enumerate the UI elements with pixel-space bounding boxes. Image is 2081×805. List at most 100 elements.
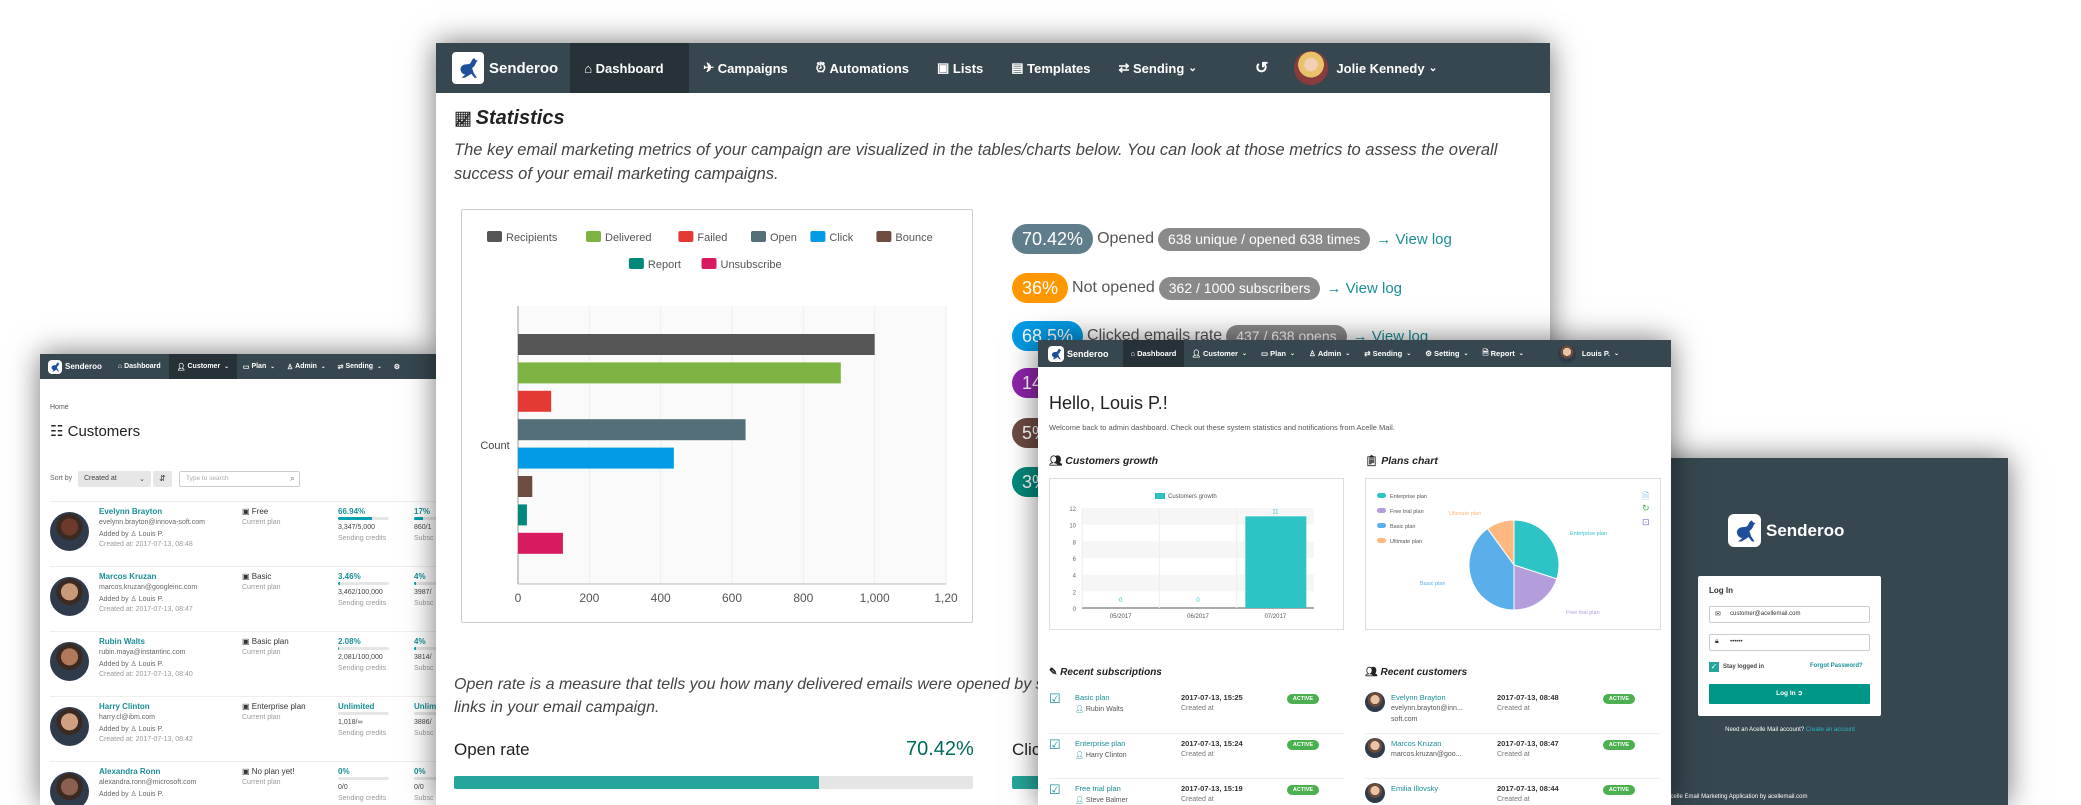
legend-label[interactable]: Ultimate plan (1390, 539, 1422, 545)
open-rate-value: 70.42% (906, 738, 974, 760)
nav-lists[interactable]: ▣ Lists (923, 43, 997, 93)
bar-recipients[interactable] (518, 334, 875, 355)
customer-name-link[interactable]: Rubin Walts (99, 637, 145, 646)
x-tick-label: 1,20 (934, 591, 958, 605)
legend-label[interactable]: Open (770, 232, 797, 244)
user-menu[interactable]: Jolie Kennedy ⌄ (1282, 43, 1449, 93)
legend-label[interactable]: Report (648, 259, 681, 271)
added-by-user: Louis P. (138, 726, 164, 733)
nav-templates[interactable]: ▤ Templates (997, 43, 1104, 93)
nav-dashboard[interactable]: ⌂ Dashboard (1122, 340, 1185, 367)
login-button[interactable]: Log In ➲ (1709, 684, 1870, 704)
save-image-icon[interactable]: ⊡ (1642, 517, 1650, 527)
nav-automations[interactable]: ⏰︎ Automations (802, 43, 923, 93)
customer-row: Rubin Walts rubin.maya@instantinc.com Adde… (50, 631, 436, 696)
sort-direction-button[interactable]: ⇵ (153, 471, 172, 487)
plan-sub: Current plan (242, 519, 281, 526)
brand-logo[interactable]: Senderoo (40, 354, 110, 379)
bar-click[interactable] (518, 447, 674, 469)
view-log-link[interactable]: → View log (1326, 280, 1402, 297)
legend-label[interactable]: Enterprise plan (1390, 494, 1427, 500)
view-log-link[interactable]: → View log (1376, 231, 1452, 248)
pie-slice-ultimate-plan[interactable] (1486, 519, 1515, 567)
sending-credits-count: 1,018/∞ (338, 719, 363, 726)
nav-sending[interactable]: ⇄ Sending ⌄ (332, 354, 388, 379)
login-brand: Senderoo (1728, 514, 1844, 547)
stay-logged-in-checkbox[interactable]: ✓ (1709, 662, 1719, 672)
pie-slice-free-trial-plan[interactable] (1513, 564, 1558, 611)
bar-chart-svg: 0 200 400 600 800 1,000 1,20 Count Recipients Del… (480, 231, 958, 605)
legend-label[interactable]: Bounce (895, 232, 932, 244)
nav-sending[interactable]: ⇄ Sending ⌄ (1105, 43, 1212, 93)
history-button[interactable]: ↺ (1241, 43, 1282, 93)
bar-07/2017[interactable] (1245, 516, 1307, 608)
customer-name-link[interactable]: Emilia Illovsky (1391, 784, 1439, 793)
bar-report[interactable] (518, 504, 527, 526)
legend-label[interactable]: Free trial plan (1390, 509, 1424, 515)
search-input[interactable]: Type to search ⌕ (179, 471, 300, 487)
sending-credits-bar (338, 517, 389, 520)
users-icon: 👥︎ (1049, 455, 1066, 467)
nav-label: Admin (295, 363, 317, 370)
bar-bounce[interactable] (518, 476, 533, 497)
nav-dashboard[interactable]: ⌂ Dashboard (110, 354, 169, 379)
pie-slice-enterprise-plan[interactable] (1513, 519, 1560, 580)
legend-label[interactable]: Failed (697, 232, 727, 244)
nav-report[interactable]: 🗎︎ Report ⌄ (1475, 340, 1530, 367)
legend-label[interactable]: Basic plan (1390, 524, 1415, 530)
customer-name-link[interactable]: Marcos Kruzan (1391, 739, 1442, 748)
bar-failed[interactable] (518, 390, 552, 412)
bar-open[interactable] (518, 419, 746, 441)
legend-label[interactable]: Click (829, 232, 853, 244)
forgot-password-link[interactable]: Forgot Password? (1810, 663, 1863, 669)
search-placeholder: Type to search (186, 475, 229, 482)
admin-user-icon: ♙ (128, 531, 139, 538)
nav-setting[interactable]: ⚙ (388, 354, 406, 379)
slice-label: Ultimate plan (1449, 511, 1481, 517)
nav-admin[interactable]: ♙ Admin ⌄ (281, 354, 332, 379)
legend-label[interactable]: Customers growth (1168, 494, 1217, 500)
customer-name-link[interactable]: Harry Clinton (99, 702, 150, 711)
login-card: Log In ✉ customer@acellemail.com 🔒︎ ••••••… (1698, 576, 1881, 716)
legend-swatch (751, 231, 766, 242)
data-view-icon[interactable]: 🗎︎ (1642, 491, 1650, 501)
user-menu[interactable]: Louis P. ⌄ (1551, 340, 1626, 367)
nav-setting[interactable]: ⚙ Setting ⌄ (1418, 340, 1475, 367)
legend-label[interactable]: Delivered (605, 232, 651, 244)
nav-customer[interactable]: 👤︎ Customer ⌄ (1184, 340, 1254, 367)
nav-admin[interactable]: ♙ Admin ⌄ (1302, 340, 1357, 367)
bar-delivered[interactable] (518, 362, 841, 384)
customer-name-link[interactable]: Marcos Kruzan (99, 572, 157, 581)
legend-label[interactable]: Unsubscribe (721, 259, 782, 271)
user-icon: 👤︎ (1075, 797, 1086, 804)
sort-label: Sort by (50, 475, 73, 482)
email-field[interactable]: ✉ customer@acellemail.com (1709, 606, 1870, 623)
nav-plan[interactable]: ▭ Plan ⌄ (237, 354, 281, 379)
subscribers-label: Subsc (414, 665, 434, 672)
plan-link[interactable]: Basic plan (1075, 693, 1110, 702)
y-category-label: Count (480, 440, 509, 452)
brand-logo[interactable]: Senderoo (436, 43, 570, 93)
customer-name-link[interactable]: Evelynn Brayton (1391, 693, 1446, 702)
nav-dashboard[interactable]: ⌂ Dashboard (570, 43, 690, 93)
password-field[interactable]: 🔒︎ •••••• (1709, 634, 1870, 651)
customer-name-link[interactable]: Alexandra Ronn (99, 767, 161, 776)
pie-slice-basic-plan[interactable] (1468, 527, 1515, 611)
plan-link[interactable]: Enterprise plan (1075, 739, 1126, 748)
plan-link[interactable]: Free trial plan (1075, 784, 1121, 793)
legend-label[interactable]: Recipients (506, 232, 558, 244)
create-account-link[interactable]: Create an account (1805, 727, 1855, 733)
nav-customer[interactable]: 👤︎ Customer ⌄ (168, 354, 237, 379)
nav-campaigns[interactable]: ✈ Campaigns (689, 43, 802, 93)
brand-logo[interactable]: Senderoo (1038, 340, 1123, 367)
sort-select[interactable]: Created at ⌄ (78, 471, 151, 487)
breadcrumb[interactable]: Home (50, 404, 69, 411)
open-rate-description: Open rate is a measure that tells you ho… (454, 673, 1077, 719)
sending-credits-percent: 3.46% (338, 572, 361, 581)
nav-sending[interactable]: ⇄ Sending ⌄ (1357, 340, 1418, 367)
customer-name-link[interactable]: Evelynn Brayton (99, 507, 163, 516)
nav-plan[interactable]: ▭ Plan ⌄ (1254, 340, 1302, 367)
bar-unsubscribe[interactable] (518, 532, 563, 554)
refresh-icon[interactable]: ↻ (1642, 503, 1650, 513)
y-tick-label: 0 (1073, 607, 1077, 613)
